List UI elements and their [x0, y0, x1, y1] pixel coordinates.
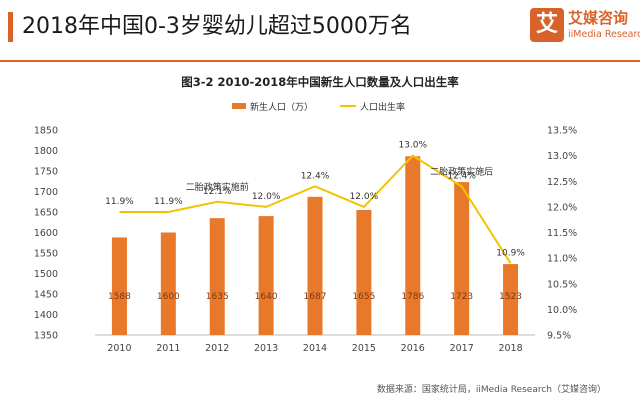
bar-births [503, 264, 519, 335]
policy-annotation: 二胎政策实施前 [186, 181, 249, 193]
y-left-tick-label: 1800 [34, 146, 58, 157]
line-value-label: 12.1% [203, 187, 232, 197]
brand-name-cn: 艾媒咨询 [568, 9, 629, 27]
bar-value-label: 1523 [499, 292, 522, 302]
bar-births [209, 218, 225, 335]
x-tick-label: 2012 [205, 343, 229, 354]
y-left-tick-label: 1500 [34, 269, 58, 280]
y-right-tick-label: 13.0% [547, 151, 577, 162]
line-value-label: 12.4% [301, 171, 330, 181]
bar-births [307, 196, 323, 335]
y-left-tick-label: 1450 [34, 290, 58, 301]
bar-value-label: 1640 [255, 292, 278, 302]
line-value-label: 10.9% [496, 248, 525, 258]
y-left-tick-label: 1750 [34, 167, 58, 178]
y-left-tick-label: 1650 [34, 208, 58, 219]
y-left-tick-label: 1700 [34, 187, 58, 198]
bar-value-label: 1723 [450, 292, 473, 302]
y-right-tick-label: 11.5% [547, 228, 577, 239]
y-left-tick-label: 1400 [34, 310, 58, 321]
x-tick-label: 2016 [401, 343, 425, 354]
y-right-tick-label: 11.0% [547, 254, 577, 265]
bar-births [356, 209, 372, 335]
bar-births [160, 232, 176, 335]
y-right-tick-label: 9.5% [547, 331, 571, 342]
y-right-tick-label: 13.5% [547, 126, 577, 137]
bar-value-label: 1687 [304, 292, 327, 302]
bar-value-label: 1588 [108, 292, 131, 302]
header-divider [0, 60, 640, 62]
x-tick-label: 2011 [156, 343, 180, 354]
bar-value-label: 1655 [352, 292, 375, 302]
bar-births [258, 216, 274, 335]
chart-title: 图3-2 2010-2018年中国新生人口数量及人口出生率 [181, 75, 459, 89]
line-value-label: 12.4% [447, 171, 476, 181]
line-value-label: 12.0% [252, 192, 281, 202]
y-left-tick-label: 1550 [34, 249, 58, 260]
title-accent-bar [8, 12, 13, 42]
page-title: 2018年中国0-3岁婴幼儿超过5000万名 [22, 14, 412, 39]
brand-mark-icon: 艾 [530, 8, 564, 42]
line-value-label: 13.0% [398, 141, 427, 151]
legend-label-births: 新生人口（万） [250, 101, 313, 113]
brand-name-en: iiMedia Research [568, 29, 640, 40]
line-value-label: 11.9% [105, 197, 134, 207]
x-tick-label: 2014 [303, 343, 327, 354]
line-value-label: 12.0% [350, 192, 379, 202]
bar-births [405, 156, 421, 335]
y-left-tick-label: 1850 [34, 126, 58, 137]
y-right-tick-label: 10.0% [547, 305, 577, 316]
legend-swatch-births [232, 103, 246, 109]
y-right-tick-label: 12.0% [547, 202, 577, 213]
bar-births [454, 182, 470, 335]
x-tick-label: 2015 [352, 343, 376, 354]
y-left-tick-label: 1350 [34, 331, 58, 342]
data-source: 数据来源：国家统计局，iiMedia Research（艾媒咨询） [376, 385, 606, 395]
bar-value-label: 1786 [401, 292, 424, 302]
y-right-tick-label: 10.5% [547, 279, 577, 290]
x-tick-label: 2013 [254, 343, 278, 354]
brand-logo: 艾 艾媒咨询 iiMedia Research [530, 8, 640, 48]
legend-label-birthrate: 人口出生率 [360, 101, 405, 113]
y-right-tick-label: 12.5% [547, 177, 577, 188]
y-left-tick-label: 1600 [34, 228, 58, 239]
birthrate-line [119, 154, 512, 264]
line-value-label: 11.9% [154, 197, 183, 207]
page-header: 2018年中国0-3岁婴幼儿超过5000万名 艾 艾媒咨询 iiMedia Re… [0, 0, 640, 62]
bar-births [111, 237, 127, 335]
policy-annotation: 二胎政策实施后 [430, 165, 493, 177]
bar-value-label: 1600 [157, 292, 180, 302]
bar-value-label: 1635 [206, 292, 229, 302]
x-tick-label: 2018 [498, 343, 522, 354]
x-tick-label: 2017 [450, 343, 474, 354]
x-tick-label: 2010 [107, 343, 131, 354]
